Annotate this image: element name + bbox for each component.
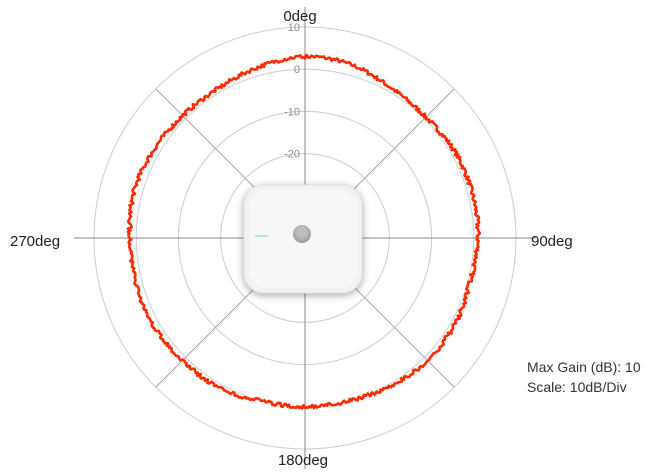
grid-spoke-45	[334, 88, 455, 209]
max-gain-label: Max Gain (dB): 10	[527, 359, 641, 375]
angle-label-180deg: 180deg	[278, 452, 328, 469]
scale-label: Scale: 10dB/Div	[527, 379, 627, 395]
chart-annotation: Max Gain (dB): 10 Scale: 10dB/Div	[527, 357, 641, 397]
ring-tick-label: -20	[284, 149, 300, 161]
angle-label-270deg: 270deg	[10, 233, 60, 250]
ring-tick-labels: 10 0 -10 -20	[284, 22, 300, 161]
ring-tick-label: -10	[284, 106, 300, 118]
angle-label-0deg: 0deg	[283, 8, 316, 25]
ring-tick-label: 0	[294, 64, 300, 76]
ring-tick-label: 10	[288, 22, 300, 34]
gain-series-line	[126, 53, 482, 410]
access-point-device-icon	[243, 184, 363, 294]
angle-label-90deg: 90deg	[531, 233, 573, 250]
